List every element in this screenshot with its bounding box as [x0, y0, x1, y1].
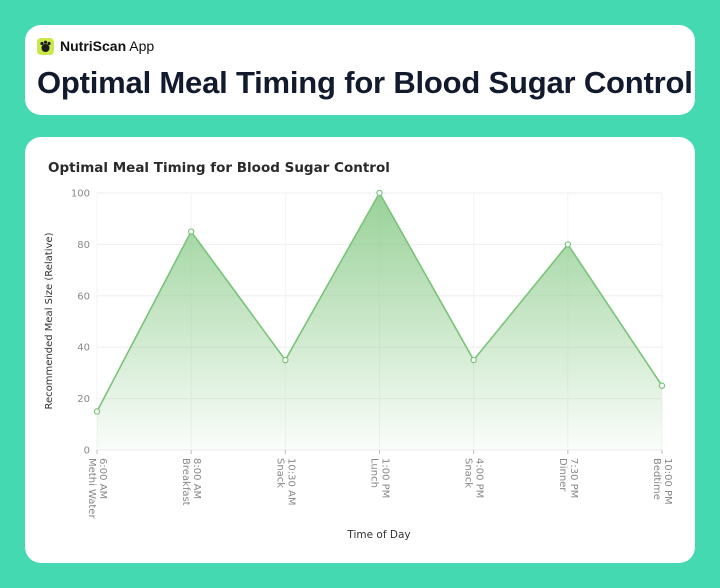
marker-layer	[93, 189, 666, 415]
nutriscan-logo-icon	[37, 37, 54, 55]
y-tick-label: 60	[77, 291, 90, 302]
data-point	[282, 356, 289, 364]
y-tick-label: 20	[77, 394, 90, 405]
x-tick-label-meal: Snack	[274, 458, 285, 488]
y-tick-label: 100	[71, 189, 90, 200]
brand-name-rest: App	[126, 38, 155, 54]
x-tick-label-meal: Methi Water	[86, 458, 97, 519]
y-axis-label: Recommended Meal Size (Relative)	[44, 232, 55, 409]
data-point	[564, 241, 572, 248]
x-tick-label-meal: Bedtime	[651, 458, 662, 500]
header-card: NutriScan App Optimal Meal Timing for Bl…	[25, 25, 695, 115]
area-layer	[96, 192, 663, 450]
x-tick-label-meal: Lunch	[369, 458, 380, 488]
data-point	[658, 382, 666, 389]
x-tick-label-time: 10:30 AM	[285, 458, 296, 505]
chart-card: Optimal Meal Timing for Blood Sugar Cont…	[25, 137, 695, 563]
x-tick-label-time: 7:30 PM	[568, 458, 579, 498]
y-tick-label: 80	[77, 240, 90, 251]
y-tick-label: 40	[77, 343, 90, 354]
x-tick-label-meal: Snack	[463, 458, 474, 488]
page-title: Optimal Meal Timing for Blood Sugar Cont…	[37, 65, 693, 100]
brand: NutriScan App	[37, 37, 154, 55]
x-tick-label-time: 8:00 AM	[191, 458, 202, 499]
brand-name-bold: NutriScan	[60, 38, 127, 54]
chart-title: Optimal Meal Timing for Blood Sugar Cont…	[48, 160, 390, 176]
data-point	[93, 408, 101, 415]
x-axis-label: Time of Day	[346, 529, 410, 541]
x-tick-label-time: 4:00 PM	[474, 458, 485, 498]
y-tick-label: 0	[84, 446, 90, 457]
area-fill	[97, 193, 662, 450]
x-tick-label-meal: Dinner	[557, 458, 568, 492]
x-tick-label-time: 6:00 AM	[97, 458, 108, 499]
data-point	[376, 189, 383, 197]
data-point	[470, 356, 477, 364]
x-tick-label-time: 1:00 PM	[380, 458, 391, 498]
x-tick-label-time: 10:00 PM	[662, 458, 673, 505]
data-point	[187, 228, 195, 235]
x-tick-label-meal: Breakfast	[180, 458, 191, 506]
brand-name: NutriScan App	[60, 38, 154, 54]
